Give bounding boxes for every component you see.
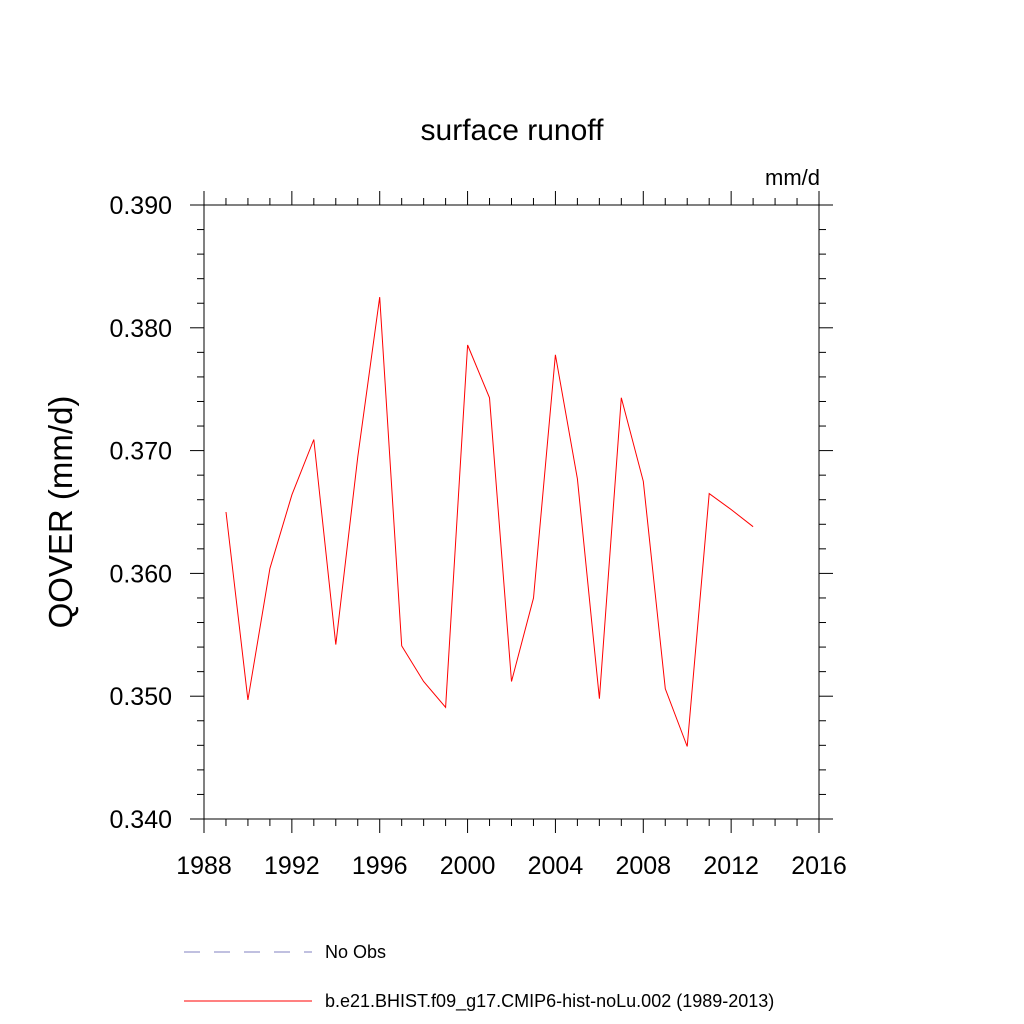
plot-area-frame bbox=[203, 204, 820, 820]
series-line-1 bbox=[225, 297, 754, 747]
x-tick-label: 2016 bbox=[791, 852, 847, 880]
chart-title: surface runoff bbox=[421, 114, 605, 147]
x-tick-label: 2004 bbox=[528, 852, 584, 880]
major-ticks bbox=[190, 191, 833, 833]
x-tick-label: 1996 bbox=[352, 852, 408, 880]
legend-label-0: No Obs bbox=[325, 942, 386, 962]
y-tick-label: 0.360 bbox=[109, 560, 172, 588]
y-tick-label: 0.370 bbox=[109, 438, 172, 466]
series-layer bbox=[225, 297, 754, 747]
legend: No Obs b.e21.BHIST.f09_g17.CMIP6-hist-noL… bbox=[184, 942, 774, 1012]
legend-label-1: b.e21.BHIST.f09_g17.CMIP6-hist-noLu.002 … bbox=[325, 991, 774, 1012]
y-tick-label: 0.340 bbox=[109, 806, 172, 834]
x-tick-label: 1992 bbox=[264, 852, 320, 880]
minor-ticks bbox=[197, 198, 826, 826]
y-tick-label: 0.380 bbox=[109, 315, 172, 343]
y-axis-label: QOVER (mm/d) bbox=[42, 396, 79, 629]
x-tick-label: 2008 bbox=[615, 852, 671, 880]
x-tick-label: 2000 bbox=[440, 852, 496, 880]
x-tick-label: 2012 bbox=[703, 852, 759, 880]
y-tick-label: 0.350 bbox=[109, 683, 172, 711]
x-tick-label: 1988 bbox=[176, 852, 232, 880]
tick-labels: 1988 1992 1996 2000 2004 2008 2012 2016 0.340 0.3… bbox=[109, 192, 846, 880]
y-tick-label: 0.390 bbox=[109, 192, 172, 220]
units-label: mm/d bbox=[765, 165, 820, 190]
